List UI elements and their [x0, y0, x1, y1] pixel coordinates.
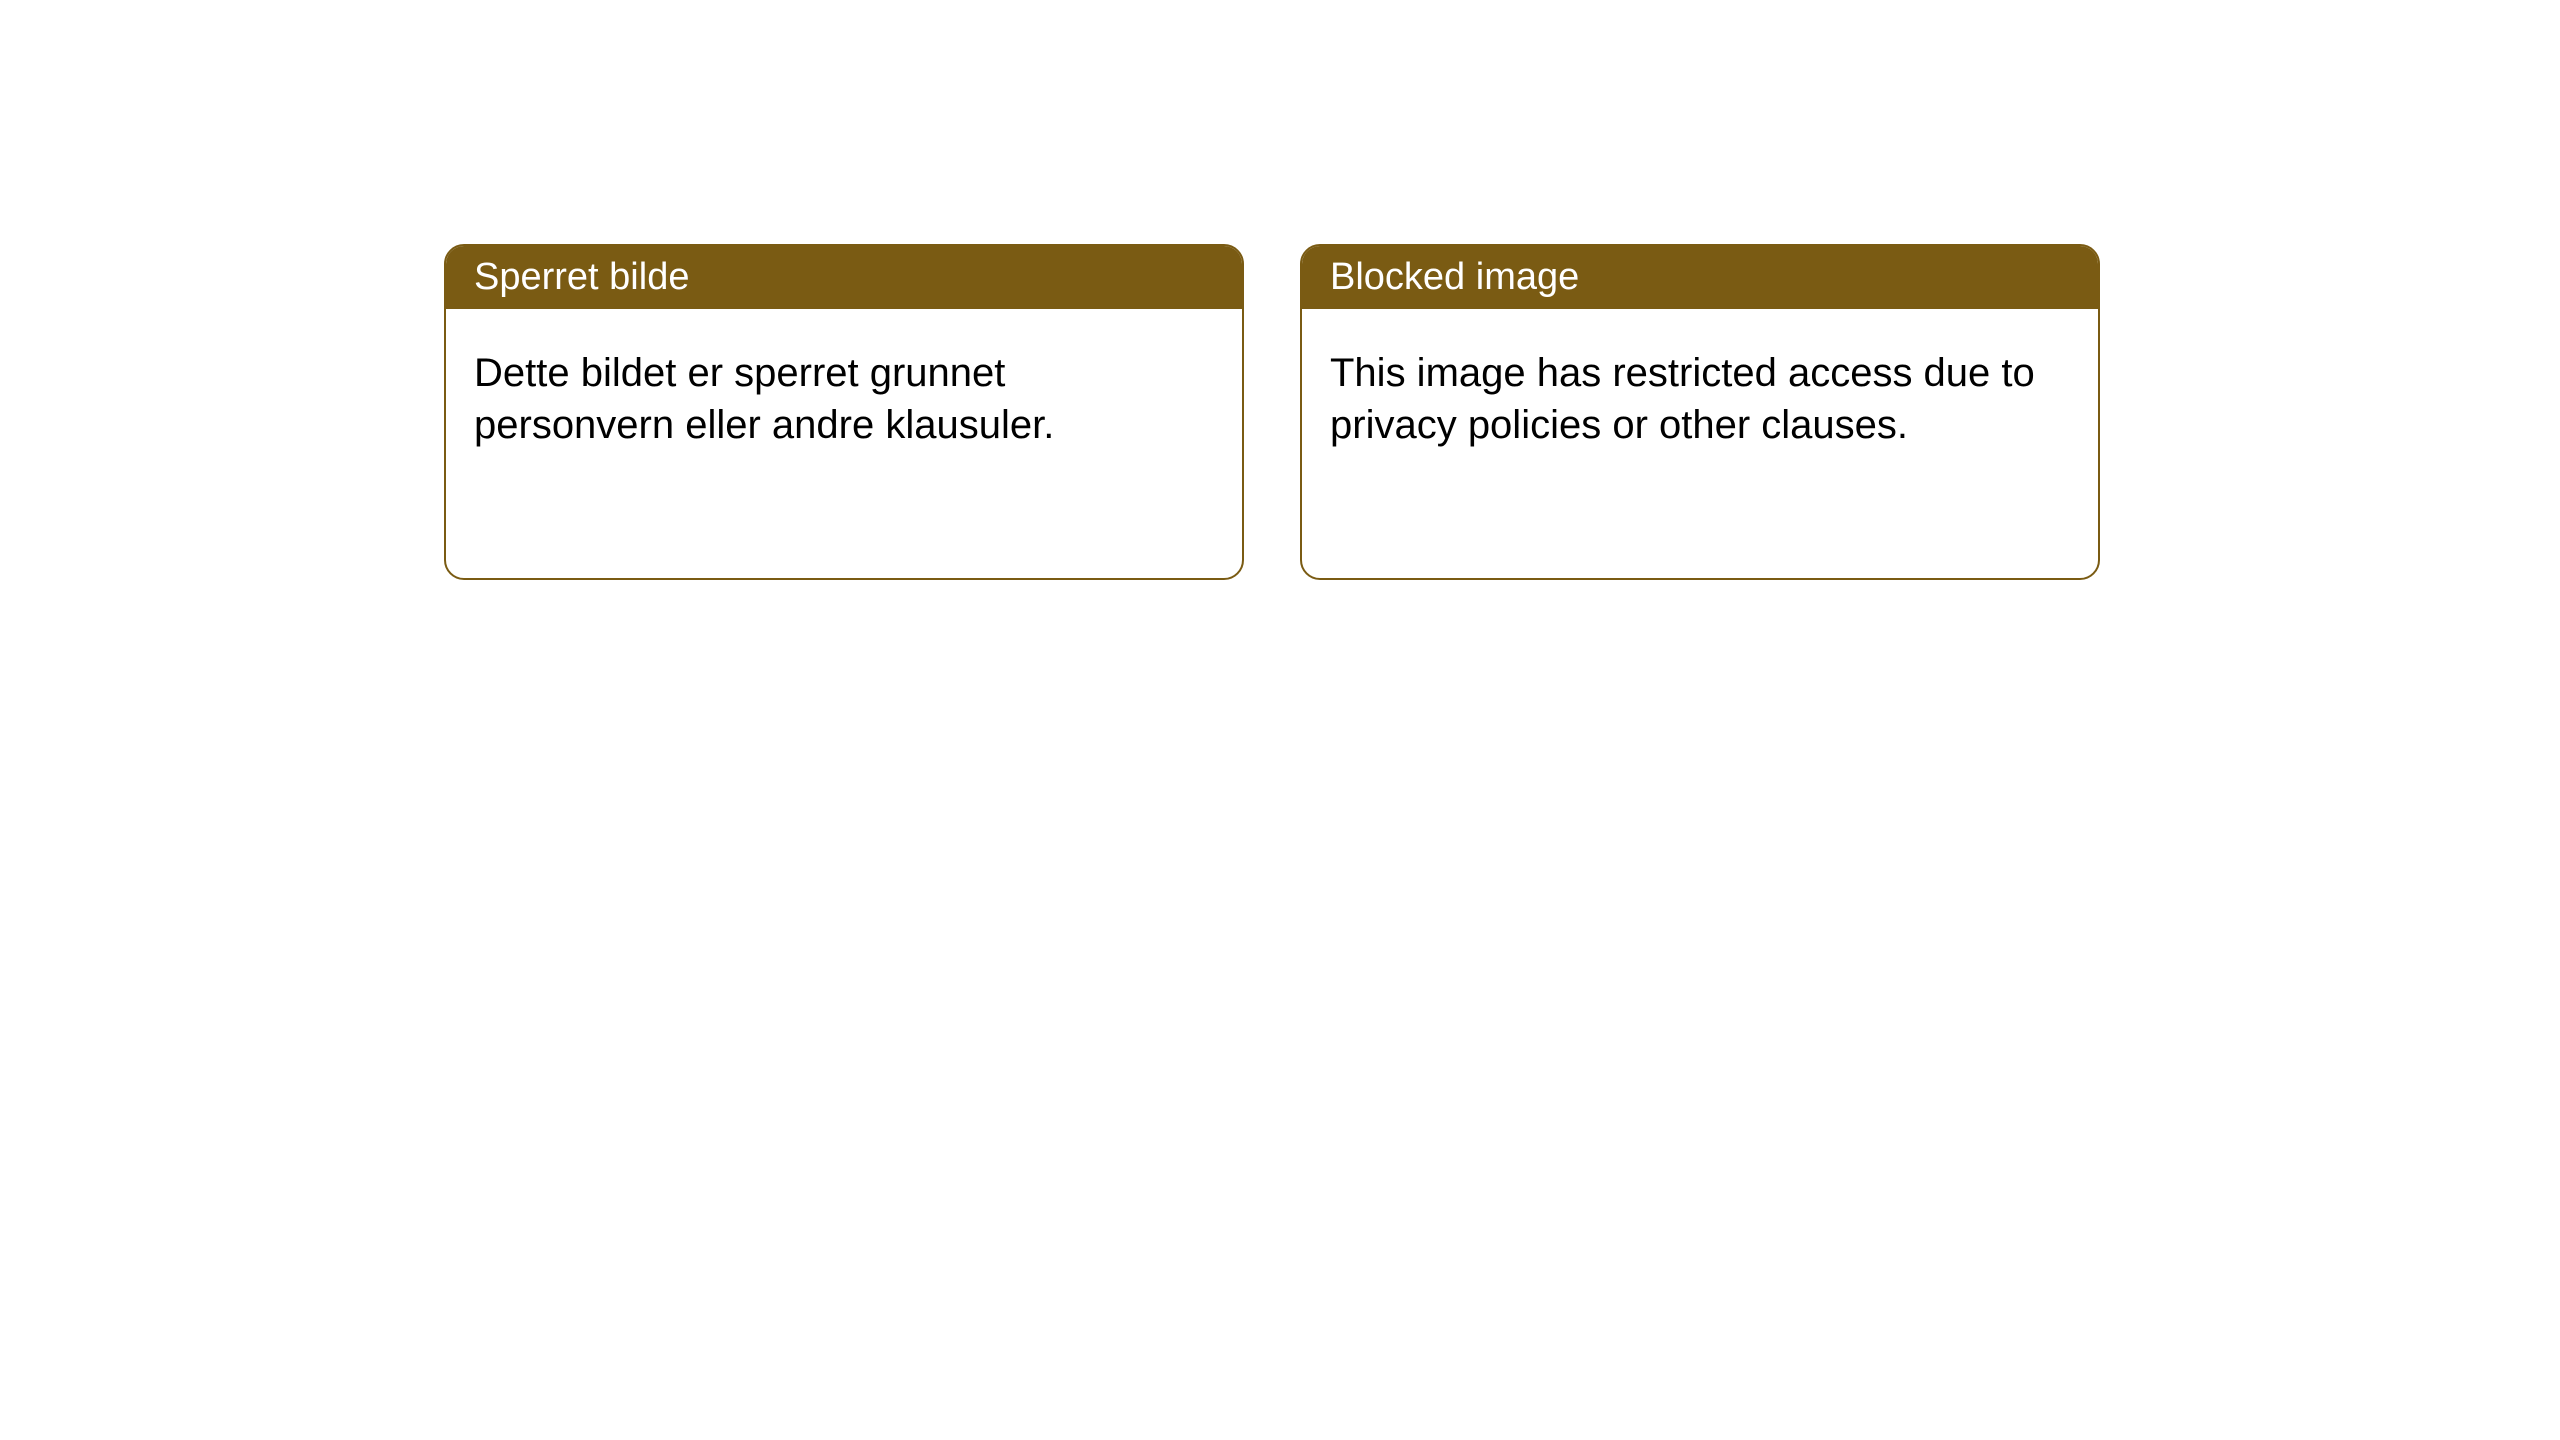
notice-card-english: Blocked image This image has restricted …	[1300, 244, 2100, 580]
notice-header-text: Blocked image	[1330, 256, 1579, 298]
notice-header-text: Sperret bilde	[474, 256, 689, 298]
notice-body-text: Dette bildet er sperret grunnet personve…	[474, 351, 1054, 447]
notice-card-norwegian: Sperret bilde Dette bildet er sperret gr…	[444, 244, 1244, 580]
notice-body-text: This image has restricted access due to …	[1330, 351, 2035, 447]
notice-cards-container: Sperret bilde Dette bildet er sperret gr…	[0, 0, 2560, 580]
notice-card-header: Sperret bilde	[446, 246, 1242, 309]
notice-card-header: Blocked image	[1302, 246, 2098, 309]
notice-card-body: Dette bildet er sperret grunnet personve…	[446, 309, 1242, 489]
notice-card-body: This image has restricted access due to …	[1302, 309, 2098, 489]
